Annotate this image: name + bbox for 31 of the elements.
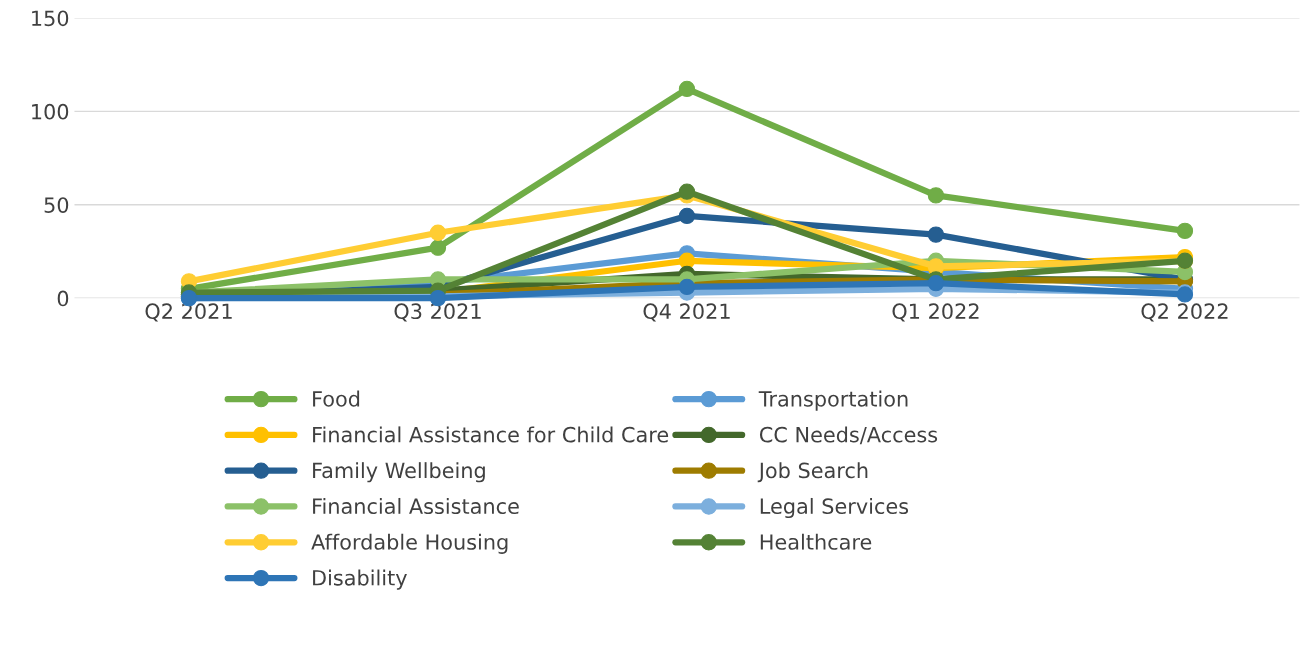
point: [678, 278, 696, 296]
point: [429, 224, 447, 241]
y-tick-label: 100: [32, 103, 69, 120]
x-tick-label: Q2 2022: [1141, 303, 1228, 322]
legend-label: Financial Assistance: [313, 497, 519, 515]
x-tick-label: Q4 2021: [643, 303, 730, 322]
legend-label: Food: [313, 390, 360, 407]
legend-label: Transportation: [758, 390, 908, 411]
y-tick-label: 50: [44, 197, 69, 213]
point: [429, 239, 447, 256]
point: [678, 207, 696, 225]
point: [678, 80, 696, 98]
point: [927, 187, 945, 204]
point: [678, 252, 696, 269]
point: [927, 275, 945, 292]
x-tick-label: Q2 2021: [145, 303, 232, 322]
legend-label: Job Search: [757, 462, 868, 483]
legend-label: CC Needs/Access: [759, 426, 938, 445]
legend-label: Family Wellbeing: [313, 462, 485, 483]
point: [678, 183, 696, 200]
y-tick-label: 0: [57, 290, 69, 307]
legend-label: Healthcare: [760, 533, 872, 550]
point: [1176, 222, 1194, 240]
y-tick-label: 150: [32, 10, 69, 27]
legend-label: Legal Services: [760, 497, 909, 519]
legend-label: Affordable Housing: [311, 533, 508, 554]
legend-label: Financial Assistance for Child Care: [313, 426, 669, 443]
point: [927, 226, 945, 243]
legend-label: Disability: [313, 569, 407, 590]
x-tick-label: Q3 2021: [394, 303, 481, 322]
x-tick-label: Q1 2022: [892, 303, 979, 322]
